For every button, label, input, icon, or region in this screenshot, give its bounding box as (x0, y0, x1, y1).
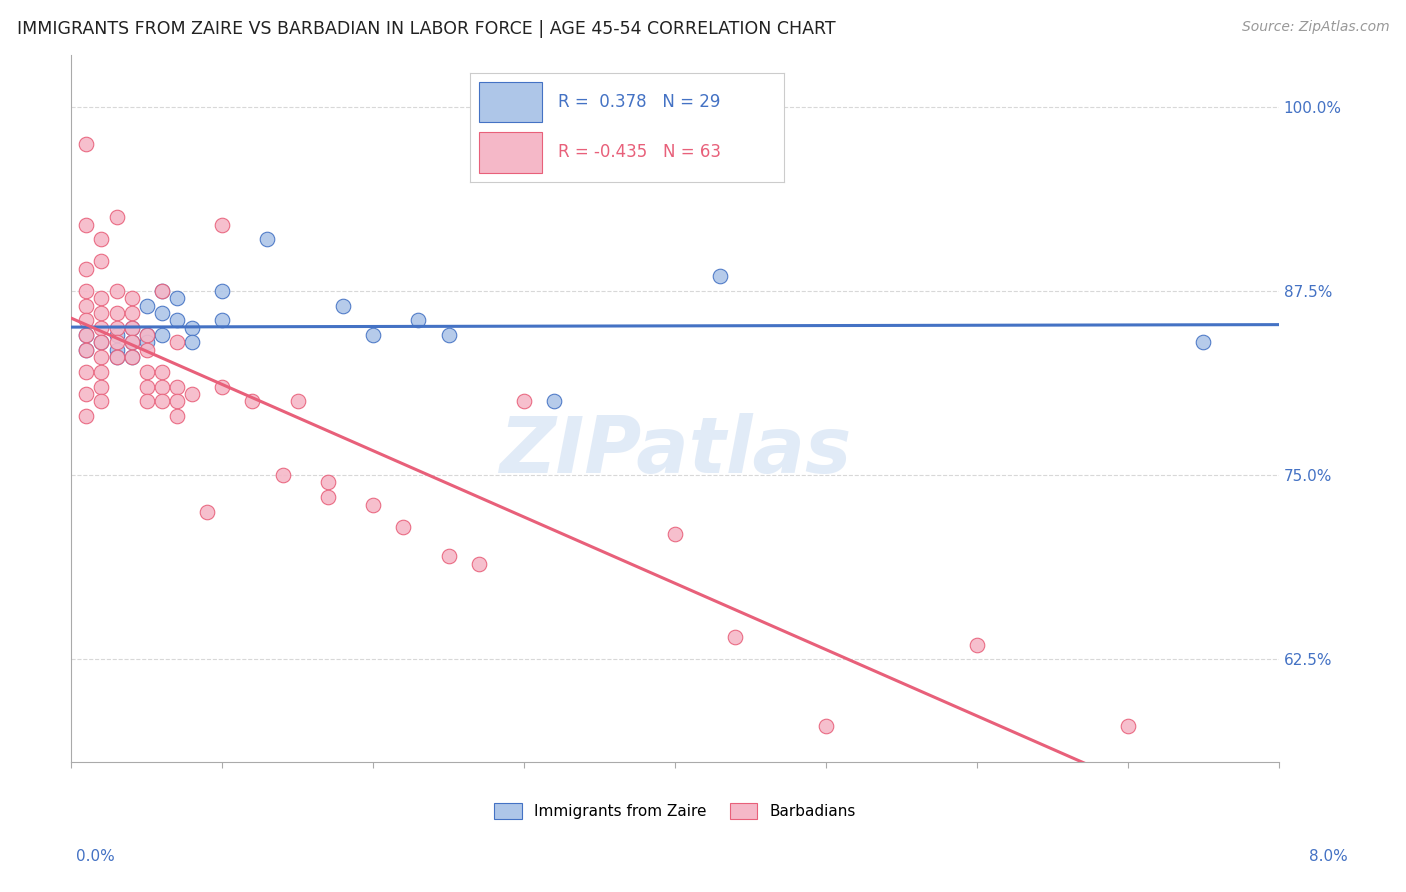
Point (468, 557, 491, 571)
Point (75, 328, 97, 343)
Point (166, 394, 188, 409)
Point (121, 335, 143, 350)
Point (105, 284, 128, 298)
Point (211, 218, 233, 232)
Point (664, 527, 686, 541)
Point (166, 380, 188, 394)
Text: 0.0%: 0.0% (76, 849, 115, 864)
Point (121, 320, 143, 334)
Point (135, 328, 157, 343)
Point (121, 350, 143, 364)
Legend: Immigrants from Zaire, Barbadians: Immigrants from Zaire, Barbadians (488, 797, 862, 825)
Point (242, 394, 264, 409)
Point (75, 409, 97, 424)
Point (121, 320, 143, 334)
Point (135, 299, 157, 313)
Point (75, 136, 97, 151)
Point (166, 335, 188, 350)
Point (211, 313, 233, 327)
Point (90, 335, 112, 350)
Point (105, 320, 128, 334)
Point (150, 328, 173, 343)
Point (181, 387, 204, 401)
Point (1116, 718, 1139, 732)
Point (211, 284, 233, 298)
Point (966, 638, 988, 652)
Point (195, 505, 218, 519)
Point (437, 549, 460, 563)
Point (332, 299, 354, 313)
Point (75, 261, 97, 276)
Point (150, 394, 173, 409)
Point (135, 380, 157, 394)
Point (75, 343, 97, 357)
Point (408, 313, 430, 327)
Point (166, 291, 188, 305)
Point (150, 380, 173, 394)
Point (75, 284, 97, 298)
Point (105, 335, 128, 350)
Point (105, 343, 128, 357)
Point (1192, 335, 1215, 350)
Point (271, 468, 294, 483)
Point (135, 394, 157, 409)
Point (724, 630, 747, 644)
Point (121, 335, 143, 350)
Point (90, 232, 112, 246)
Point (211, 380, 233, 394)
Point (75, 218, 97, 232)
Point (75, 343, 97, 357)
Point (105, 328, 128, 343)
Point (105, 211, 128, 225)
Point (287, 394, 309, 409)
Point (513, 394, 536, 409)
Point (75, 313, 97, 327)
Point (361, 498, 384, 512)
Point (75, 328, 97, 343)
Point (90, 350, 112, 364)
Point (135, 328, 157, 343)
Point (90, 365, 112, 379)
Point (181, 320, 204, 334)
Point (90, 335, 112, 350)
Point (90, 394, 112, 409)
Point (121, 350, 143, 364)
Point (392, 519, 415, 533)
Point (150, 284, 173, 298)
Point (90, 380, 112, 394)
Point (166, 409, 188, 424)
Point (150, 306, 173, 320)
Point (166, 313, 188, 327)
Point (181, 335, 204, 350)
Point (121, 291, 143, 305)
Point (709, 269, 731, 284)
Point (316, 475, 339, 490)
Point (815, 718, 838, 732)
Point (135, 335, 157, 350)
Point (135, 365, 157, 379)
Point (75, 365, 97, 379)
Point (75, 299, 97, 313)
Point (105, 350, 128, 364)
Point (316, 490, 339, 504)
Text: IMMIGRANTS FROM ZAIRE VS BARBADIAN IN LABOR FORCE | AGE 45-54 CORRELATION CHART: IMMIGRANTS FROM ZAIRE VS BARBADIAN IN LA… (17, 20, 835, 37)
Point (90, 320, 112, 334)
Point (90, 306, 112, 320)
Point (150, 365, 173, 379)
Text: Source: ZipAtlas.com: Source: ZipAtlas.com (1241, 20, 1389, 34)
Point (437, 328, 460, 343)
Point (150, 284, 173, 298)
Point (90, 291, 112, 305)
Point (135, 343, 157, 357)
Point (361, 328, 384, 343)
Text: 8.0%: 8.0% (1309, 849, 1348, 864)
Point (90, 254, 112, 268)
Point (121, 306, 143, 320)
Point (543, 394, 565, 409)
Point (105, 306, 128, 320)
Point (75, 387, 97, 401)
Point (256, 232, 278, 246)
Point (105, 350, 128, 364)
Text: ZIPatlas: ZIPatlas (499, 413, 851, 489)
